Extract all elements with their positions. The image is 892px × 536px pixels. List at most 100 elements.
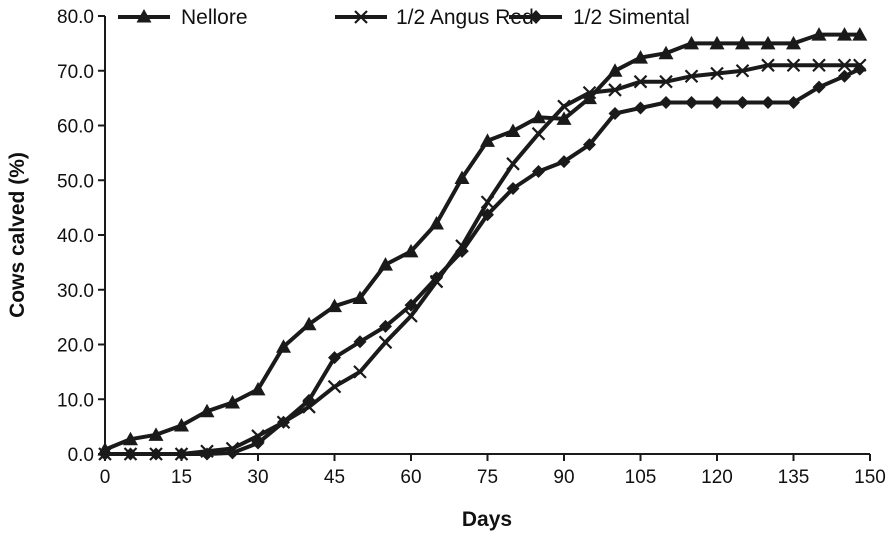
data-point-1-2-simental — [226, 446, 239, 460]
data-point-nellore — [378, 257, 393, 271]
data-point-nellore — [658, 45, 674, 60]
x-tick-label: 135 — [778, 467, 810, 488]
data-point-1-2-angus-red — [531, 126, 546, 141]
data-point-1-2-simental — [506, 181, 520, 195]
x-tick-label: 60 — [400, 467, 421, 488]
data-point-1-2-angus-red — [710, 66, 724, 81]
data-point-nellore — [276, 339, 291, 353]
data-point-1-2-simental — [277, 415, 290, 429]
data-point-1-2-simental — [124, 447, 137, 461]
x-tick-label: 15 — [171, 467, 192, 488]
y-tick-label: 0.0 — [68, 445, 94, 466]
data-point-nellore — [327, 298, 342, 313]
data-point-1-2-simental — [608, 106, 622, 120]
data-point-1-2-angus-red — [557, 99, 571, 114]
legend-label-angus-red: 1/2 Angus Red — [396, 6, 534, 29]
data-point-nellore — [582, 90, 597, 105]
data-point-1-2-angus-red — [327, 379, 342, 394]
data-point-nellore — [480, 133, 495, 147]
data-point-nellore — [735, 35, 750, 50]
y-tick-label: 30.0 — [57, 281, 94, 302]
data-point-nellore — [531, 109, 546, 124]
legend-label-simental: 1/2 Simental — [573, 6, 690, 29]
data-point-1-2-simental — [455, 244, 469, 258]
data-point-1-2-angus-red — [659, 74, 673, 89]
data-point-1-2-simental — [557, 155, 571, 169]
data-point-1-2-simental — [149, 447, 163, 461]
y-tick-label: 80.0 — [57, 7, 94, 28]
series-line-1-2-simental — [105, 67, 861, 456]
data-point-1-2-simental — [404, 298, 418, 312]
y-tick-label: 70.0 — [57, 62, 94, 83]
data-point-nellore — [250, 381, 266, 396]
data-point-1-2-simental — [328, 351, 341, 365]
series-1-2-simental — [98, 62, 867, 461]
data-point-nellore — [123, 431, 138, 446]
data-point-1-2-simental — [379, 319, 392, 333]
series-layer — [97, 27, 868, 461]
series-line-1-2-angus-red — [105, 63, 860, 456]
data-point-1-2-simental — [583, 138, 596, 152]
data-point-1-2-angus-red — [608, 83, 622, 97]
y-ticks: 0.0 10.0 20.0 30.0 40.0 50.0 60.0 70.0 80.0 — [57, 7, 105, 466]
data-point-nellore — [811, 27, 827, 41]
data-point-nellore — [837, 27, 852, 41]
y-tick-label: 40.0 — [57, 226, 94, 247]
data-point-1-2-angus-red — [353, 365, 367, 379]
data-point-1-2-simental — [200, 447, 214, 461]
y-tick-label: 10.0 — [57, 390, 94, 411]
data-point-1-2-angus-red — [684, 69, 699, 84]
legend-item-angus-red: 1/2 Angus Red — [335, 6, 534, 29]
data-point-nellore — [174, 418, 189, 432]
y-tick-label: 20.0 — [57, 336, 94, 357]
data-point-1-2-angus-red — [378, 335, 393, 350]
data-point-nellore — [760, 35, 776, 50]
legend-marker-diamond-icon — [529, 10, 543, 24]
data-point-1-2-simental — [481, 208, 494, 222]
data-point-1-2-simental — [761, 96, 775, 110]
data-point-1-2-simental — [302, 393, 316, 407]
legend-label-nellore: Nellore — [181, 6, 248, 29]
y-axis-title: Cows calved (%) — [6, 152, 29, 318]
x-tick-label: 90 — [553, 467, 574, 488]
x-ticks: 0 15 30 45 60 75 90 105 120 135 150 — [100, 454, 886, 488]
data-point-1-2-angus-red — [506, 157, 520, 171]
data-point-1-2-simental — [634, 101, 647, 115]
x-tick-label: 150 — [854, 467, 886, 488]
data-point-1-2-angus-red — [633, 74, 648, 89]
data-point-nellore — [684, 35, 699, 50]
y-tick-label: 50.0 — [57, 171, 94, 192]
data-point-1-2-angus-red — [761, 58, 775, 73]
series-line-nellore — [104, 32, 860, 452]
series-1-2-angus-red — [98, 58, 867, 461]
data-point-1-2-simental — [838, 69, 851, 83]
x-tick-label: 75 — [477, 467, 498, 488]
data-point-1-2-simental — [710, 96, 724, 110]
x-axis-title: Days — [462, 508, 512, 531]
data-point-1-2-angus-red — [837, 58, 852, 73]
y-tick-label: 60.0 — [57, 117, 94, 138]
data-point-1-2-simental — [251, 436, 265, 450]
data-point-1-2-angus-red — [480, 195, 495, 209]
axes — [104, 16, 870, 455]
data-point-nellore — [607, 63, 623, 77]
data-point-nellore — [352, 290, 368, 304]
data-point-1-2-simental — [685, 96, 698, 110]
legend-marker-triangle-icon — [136, 9, 152, 23]
data-point-nellore — [786, 35, 801, 50]
data-point-nellore — [709, 35, 725, 50]
data-point-1-2-simental — [812, 80, 826, 94]
series-nellore — [97, 27, 868, 456]
data-point-1-2-simental — [736, 96, 749, 110]
data-point-1-2-simental — [659, 96, 673, 110]
data-point-nellore — [301, 316, 317, 331]
x-tick-label: 30 — [247, 467, 268, 488]
x-tick-label: 120 — [701, 467, 733, 488]
x-tick-label: 0 — [100, 467, 111, 488]
data-point-nellore — [225, 395, 240, 409]
data-point-1-2-angus-red — [812, 58, 826, 73]
data-point-1-2-angus-red — [404, 309, 418, 323]
data-point-1-2-simental — [532, 164, 545, 178]
data-point-1-2-angus-red — [786, 58, 801, 73]
data-point-1-2-angus-red — [735, 63, 750, 78]
